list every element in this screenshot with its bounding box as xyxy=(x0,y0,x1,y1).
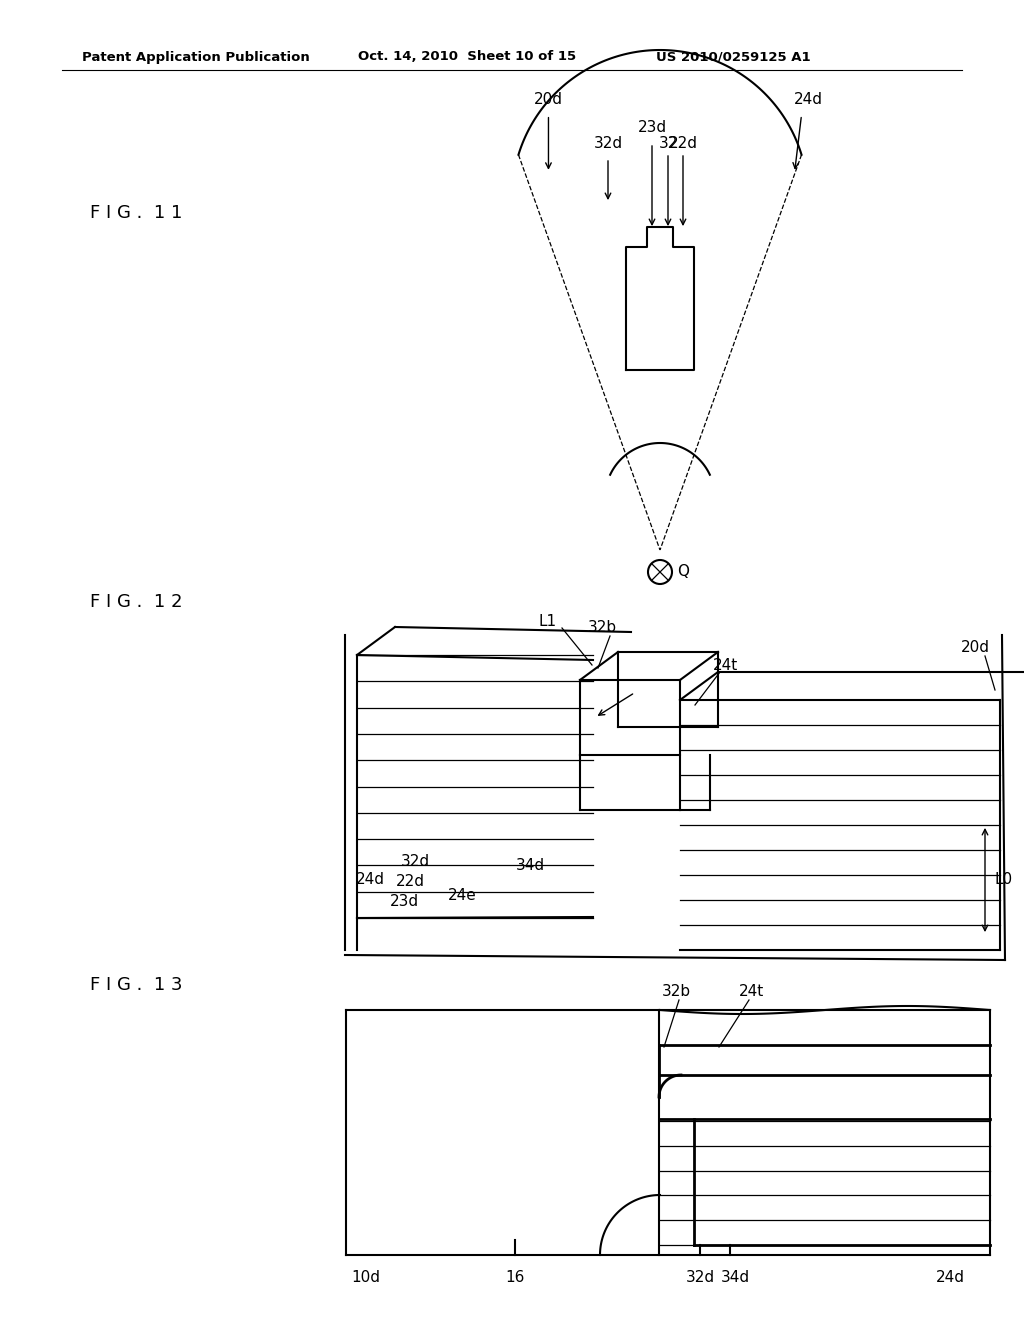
Text: F I G .  1 3: F I G . 1 3 xyxy=(90,975,182,994)
Text: 24t: 24t xyxy=(713,657,737,672)
Text: 32b: 32b xyxy=(588,620,616,635)
Text: 20d: 20d xyxy=(534,92,563,107)
Text: 20d: 20d xyxy=(961,640,990,656)
Text: 24d: 24d xyxy=(936,1270,965,1284)
Text: Q: Q xyxy=(677,565,689,579)
Text: 32d: 32d xyxy=(400,854,429,870)
Text: 34d: 34d xyxy=(515,858,545,873)
Text: Oct. 14, 2010  Sheet 10 of 15: Oct. 14, 2010 Sheet 10 of 15 xyxy=(358,50,577,63)
Text: 10d: 10d xyxy=(351,1270,380,1284)
Text: F I G .  1 1: F I G . 1 1 xyxy=(90,205,182,222)
Text: 32: 32 xyxy=(658,136,678,150)
Text: F I G .  1 2: F I G . 1 2 xyxy=(90,593,182,611)
Text: US 2010/0259125 A1: US 2010/0259125 A1 xyxy=(656,50,811,63)
Text: L0: L0 xyxy=(995,873,1013,887)
Text: 24e: 24e xyxy=(447,888,476,903)
Text: 24t: 24t xyxy=(739,985,764,999)
Text: 32b: 32b xyxy=(662,985,691,999)
Text: 32d: 32d xyxy=(594,136,623,150)
Text: L1: L1 xyxy=(539,615,557,630)
Text: 22d: 22d xyxy=(669,136,697,150)
Text: 23d: 23d xyxy=(389,895,419,909)
Text: Patent Application Publication: Patent Application Publication xyxy=(82,50,309,63)
Text: 24d: 24d xyxy=(794,92,823,107)
Text: 22d: 22d xyxy=(395,874,425,890)
Text: 24d: 24d xyxy=(355,873,384,887)
Text: 34d: 34d xyxy=(721,1270,750,1284)
Text: 32d: 32d xyxy=(685,1270,715,1284)
Text: 23d: 23d xyxy=(637,120,667,136)
Text: 16: 16 xyxy=(505,1270,524,1284)
